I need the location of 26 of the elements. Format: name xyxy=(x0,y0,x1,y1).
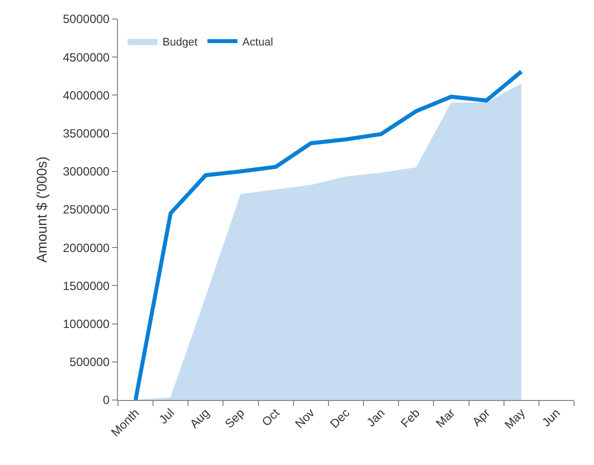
x-tick-label: Jul xyxy=(156,406,177,427)
x-tick-label: Sep xyxy=(222,406,248,431)
y-tick-label: 0 xyxy=(102,393,110,408)
y-tick-label: 500000 xyxy=(70,355,110,370)
y-tick-label: 5000000 xyxy=(62,12,110,26)
x-tick-label: Jan xyxy=(364,406,388,430)
y-tick-label: 3500000 xyxy=(62,126,110,140)
y-tick-label: 1500000 xyxy=(62,278,110,293)
y-tick-label: 1000000 xyxy=(62,317,110,331)
x-tick-label: Mar xyxy=(433,406,458,430)
y-tick-label: 4000000 xyxy=(62,88,110,102)
legend-label: Actual xyxy=(242,36,274,48)
x-tick-label: Apr xyxy=(470,406,493,429)
y-tick-label: 4500000 xyxy=(62,50,110,64)
legend-label: Budget xyxy=(162,36,198,48)
x-tick-label: Feb xyxy=(398,406,423,430)
x-tick-label: Oct xyxy=(259,405,283,429)
y-tick-label: 3000000 xyxy=(62,164,110,179)
x-tick-label: May xyxy=(502,406,528,432)
x-tick-label: Dec xyxy=(327,406,352,431)
y-tick-label: 2000000 xyxy=(62,240,110,255)
y-tick-label: 2500000 xyxy=(62,202,110,217)
x-tick-label: Nov xyxy=(292,406,318,431)
x-tick-label: Jun xyxy=(539,406,563,430)
y-axis-title: Amount $ ('000s) xyxy=(33,156,50,263)
x-tick-label: Aug xyxy=(187,406,212,431)
